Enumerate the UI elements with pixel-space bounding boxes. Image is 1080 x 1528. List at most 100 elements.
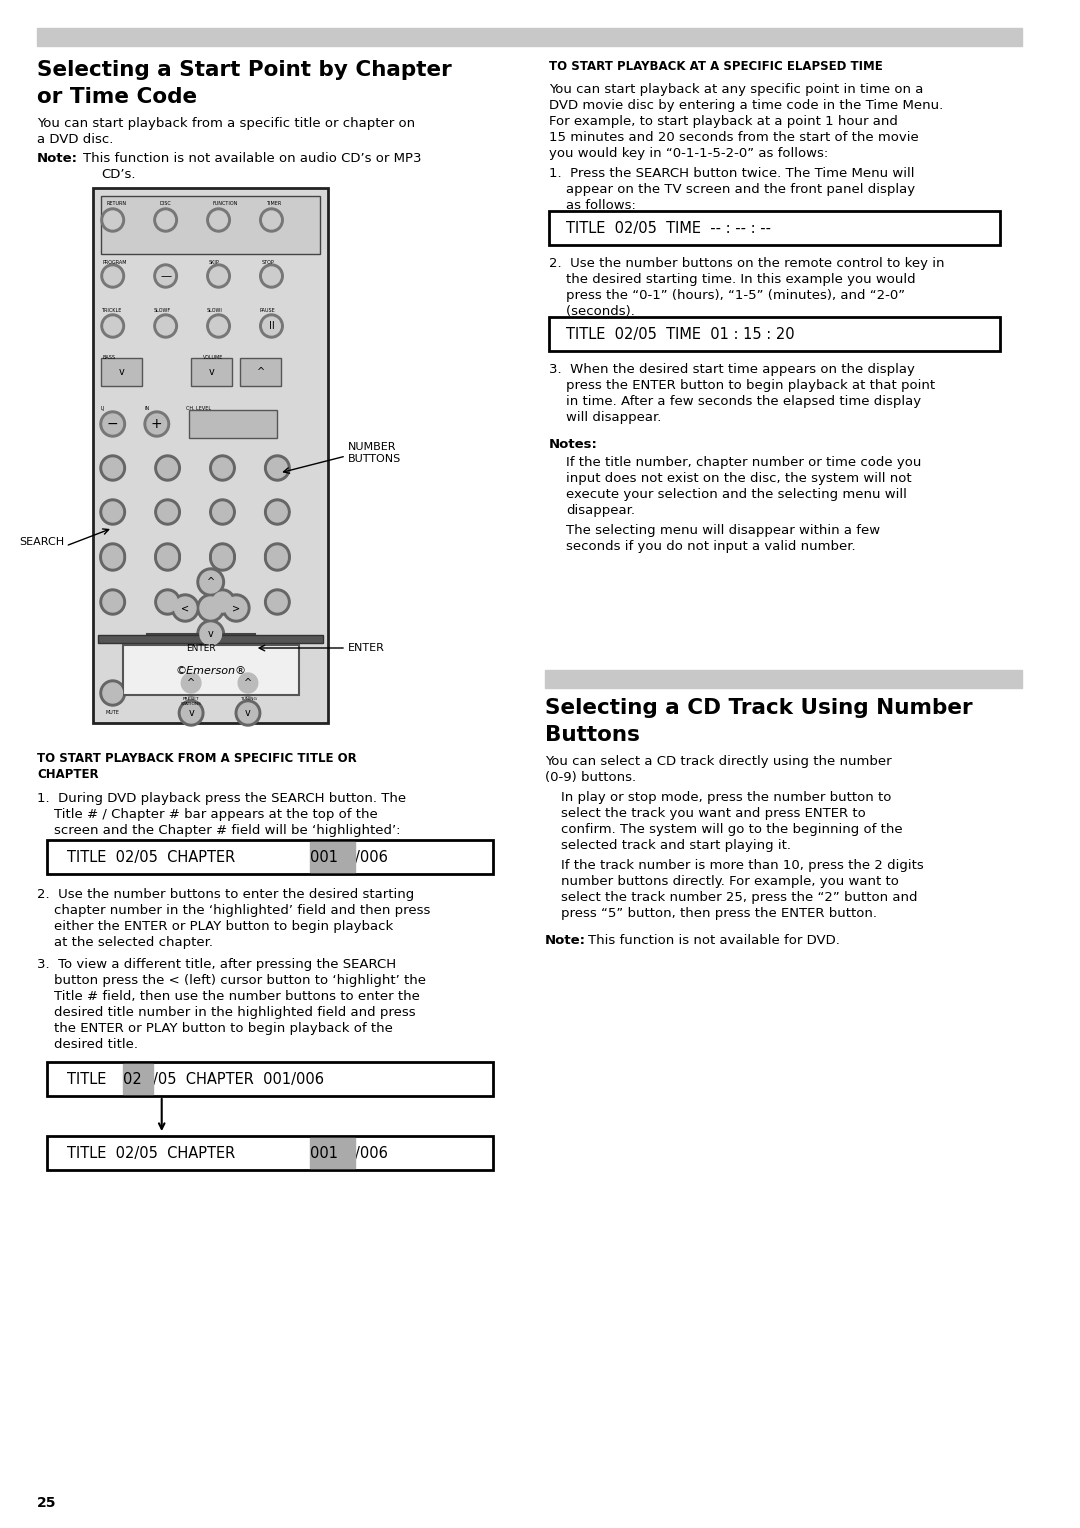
Text: LJ: LJ <box>100 406 105 411</box>
Text: DVD movie disc by entering a time code in the Time Menu.: DVD movie disc by entering a time code i… <box>549 99 943 112</box>
Bar <box>100 358 143 387</box>
Circle shape <box>235 669 260 695</box>
Text: /05  CHAPTER  001/006: /05 CHAPTER 001/006 <box>153 1073 324 1086</box>
Text: v: v <box>119 367 124 377</box>
Circle shape <box>265 542 291 568</box>
Text: RETURN: RETURN <box>107 202 127 206</box>
Circle shape <box>265 455 291 481</box>
Text: 001: 001 <box>310 1146 338 1161</box>
Text: IN: IN <box>144 406 149 411</box>
Text: −: − <box>107 417 119 431</box>
Text: 2.  Use the number buttons to enter the desired starting: 2. Use the number buttons to enter the d… <box>37 888 415 902</box>
Bar <box>37 28 1022 46</box>
Circle shape <box>157 316 175 335</box>
Circle shape <box>100 264 124 287</box>
Text: a DVD disc.: a DVD disc. <box>37 133 113 147</box>
Text: Title # / Chapter # bar appears at the top of the: Title # / Chapter # bar appears at the t… <box>37 808 378 821</box>
Text: TUNING: TUNING <box>240 697 256 701</box>
Circle shape <box>158 545 177 565</box>
Text: SEARCH: SEARCH <box>19 536 65 547</box>
Circle shape <box>100 455 125 481</box>
Bar <box>93 188 328 723</box>
Circle shape <box>158 549 177 568</box>
Text: TO START PLAYBACK FROM A SPECIFIC TITLE OR: TO START PLAYBACK FROM A SPECIFIC TITLE … <box>37 752 357 766</box>
Text: 001: 001 <box>310 850 338 865</box>
Bar <box>48 840 492 874</box>
Text: the ENTER or PLAY button to begin playback of the: the ENTER or PLAY button to begin playba… <box>37 1022 393 1034</box>
Circle shape <box>100 545 125 571</box>
Bar <box>48 1062 492 1096</box>
Circle shape <box>144 411 170 437</box>
Circle shape <box>265 545 291 571</box>
Circle shape <box>210 455 235 481</box>
Text: input does not exist on the disc, the system will not: input does not exist on the disc, the sy… <box>567 472 913 484</box>
Text: TITLE  02/05  TIME  01 : 15 : 20: TITLE 02/05 TIME 01 : 15 : 20 <box>567 327 795 342</box>
Text: button press the < (left) cursor button to ‘highlight’ the: button press the < (left) cursor button … <box>37 973 427 987</box>
Text: (0-9) buttons.: (0-9) buttons. <box>545 772 636 784</box>
Circle shape <box>213 503 232 523</box>
Circle shape <box>178 669 204 695</box>
Bar <box>310 1138 355 1167</box>
Circle shape <box>210 211 228 229</box>
Circle shape <box>178 700 204 726</box>
Circle shape <box>153 208 177 232</box>
Text: press the ENTER button to begin playback at that point: press the ENTER button to begin playback… <box>549 379 935 393</box>
Text: >: > <box>232 604 240 613</box>
Circle shape <box>153 313 177 338</box>
Circle shape <box>262 316 281 335</box>
Text: 25: 25 <box>37 1496 57 1510</box>
Text: 1.  During DVD playback press the SEARCH button. The: 1. During DVD playback press the SEARCH … <box>37 792 406 805</box>
Bar <box>545 669 1022 688</box>
Bar <box>189 410 278 439</box>
Text: 3.  When the desired start time appears on the display: 3. When the desired start time appears o… <box>549 364 915 376</box>
Circle shape <box>259 208 283 232</box>
Circle shape <box>197 594 225 622</box>
Text: CH. LEVEL: CH. LEVEL <box>186 406 212 411</box>
Text: will disappear.: will disappear. <box>549 411 661 423</box>
Text: execute your selection and the selecting menu will: execute your selection and the selecting… <box>567 487 907 501</box>
Circle shape <box>154 455 180 481</box>
Circle shape <box>213 591 232 613</box>
Text: ^: ^ <box>206 578 215 587</box>
Circle shape <box>100 208 124 232</box>
Text: either the ENTER or PLAY button to begin playback: either the ENTER or PLAY button to begin… <box>37 920 393 934</box>
Text: /006: /006 <box>355 850 388 865</box>
Circle shape <box>103 683 122 703</box>
Circle shape <box>157 211 175 229</box>
Text: appear on the TV screen and the front panel display: appear on the TV screen and the front pa… <box>549 183 915 196</box>
Circle shape <box>158 591 177 613</box>
Text: disappear.: disappear. <box>567 504 635 516</box>
Bar <box>147 634 255 662</box>
Bar <box>240 358 281 387</box>
Bar <box>48 1135 492 1170</box>
Circle shape <box>175 597 195 619</box>
Text: II: II <box>269 321 274 332</box>
Bar <box>98 636 323 643</box>
Text: PRESET
STATIONS: PRESET STATIONS <box>180 697 202 706</box>
Text: TO START PLAYBACK AT A SPECIFIC ELAPSED TIME: TO START PLAYBACK AT A SPECIFIC ELAPSED … <box>549 60 882 73</box>
Circle shape <box>100 542 125 568</box>
Circle shape <box>268 591 287 613</box>
Text: CHAPTER: CHAPTER <box>37 769 99 781</box>
Circle shape <box>200 571 221 593</box>
Circle shape <box>103 414 122 434</box>
Circle shape <box>265 588 291 614</box>
Text: SLOWF: SLOWF <box>153 309 171 313</box>
Circle shape <box>206 313 230 338</box>
Circle shape <box>172 594 199 622</box>
Bar <box>191 358 232 387</box>
Text: 15 minutes and 20 seconds from the start of the movie: 15 minutes and 20 seconds from the start… <box>549 131 919 144</box>
Text: TITLE  02/05  CHAPTER: TITLE 02/05 CHAPTER <box>67 1146 244 1161</box>
Circle shape <box>226 597 247 619</box>
Text: NUMBER
BUTTONS: NUMBER BUTTONS <box>348 442 401 463</box>
Circle shape <box>104 211 122 229</box>
Text: MUTE: MUTE <box>106 711 120 715</box>
Text: press “5” button, then press the ENTER button.: press “5” button, then press the ENTER b… <box>561 908 877 920</box>
Text: You can select a CD track directly using the number: You can select a CD track directly using… <box>545 755 892 769</box>
Circle shape <box>213 549 232 568</box>
Circle shape <box>200 623 221 645</box>
Circle shape <box>154 545 180 571</box>
Text: selected track and start playing it.: selected track and start playing it. <box>561 839 791 853</box>
Text: screen and the Chapter # field will be ‘highlighted’:: screen and the Chapter # field will be ‘… <box>37 824 401 837</box>
Text: If the title number, chapter number or time code you: If the title number, chapter number or t… <box>567 455 922 469</box>
